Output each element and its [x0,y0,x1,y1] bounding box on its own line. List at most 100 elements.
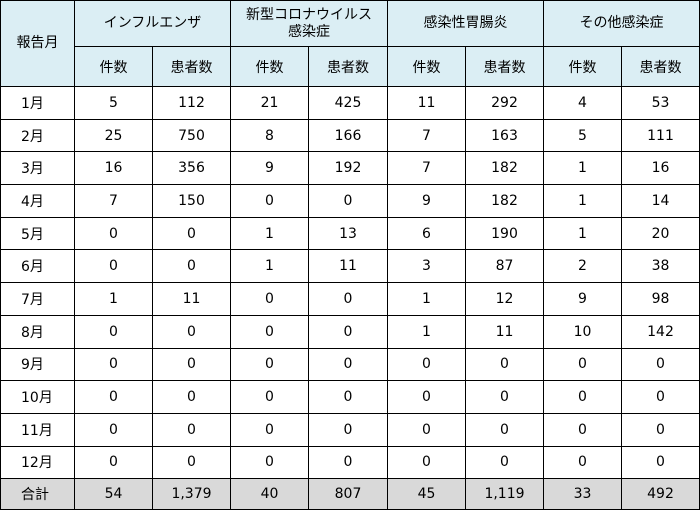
cell: 0 [543,347,622,382]
cell: 6 [387,216,466,251]
cell: 7 [74,184,153,218]
table-body: 1月 5 112 21 425 11 292 4 53 2月 25 750 8 166 7 163 5 111 3月… [0,86,700,511]
cell: 98 [621,282,700,316]
cell: 0 [230,282,309,316]
group-header: 新型コロナウイルス 感染症 [230,0,388,47]
cell: 0 [308,347,388,382]
cell: 0 [74,380,153,414]
cell: 192 [308,151,388,186]
data-row: 1月 5 112 21 425 11 292 4 53 [0,86,700,120]
cell: 0 [152,347,231,382]
cell: 0 [543,380,622,414]
total-cell: 45 [387,478,466,511]
cell: 0 [230,445,309,480]
cell: 5 [74,86,153,120]
cell: 0 [230,314,309,349]
cell: 14 [621,184,700,218]
cell: 112 [152,86,231,120]
data-row: 7月 1 11 0 0 1 12 9 98 [0,282,700,316]
cell: 750 [152,118,231,153]
data-row: 11月 0 0 0 0 0 0 0 0 [0,412,700,447]
cell: 7 [387,118,466,153]
total-row: 合計 54 1,379 40 807 45 1,119 33 492 [0,478,700,511]
total-cell: 807 [308,478,388,511]
subheader-row: 件数 患者数 件数 患者数 件数 患者数 件数 患者数 [1,46,700,87]
group-header: その他感染症 [543,0,700,47]
cell: 1 [387,314,466,349]
cell: 1 [74,282,153,316]
cell: 2 [543,249,622,284]
subheader: 患者数 [621,46,700,87]
cell: 0 [387,347,466,382]
cell: 0 [152,249,231,284]
cell: 11 [465,314,544,349]
data-row: 2月 25 750 8 166 7 163 5 111 [0,118,700,153]
cell: 0 [465,445,544,480]
cell: 111 [621,118,700,153]
month-cell: 9月 [0,347,75,382]
cell: 87 [465,249,544,284]
cell: 1 [543,216,622,251]
cell: 4 [543,86,622,120]
cell: 292 [465,86,544,120]
data-row: 4月 7 150 0 0 9 182 1 14 [0,184,700,218]
cell: 0 [308,184,388,218]
group-header: 感染性胃腸炎 [387,0,544,47]
month-cell: 11月 [0,412,75,447]
month-cell: 2月 [0,118,75,153]
cell: 0 [308,282,388,316]
cell: 0 [74,216,153,251]
data-row: 3月 16 356 9 192 7 182 1 16 [0,151,700,186]
cell: 0 [465,412,544,447]
cell: 0 [74,249,153,284]
data-row: 8月 0 0 0 0 1 11 10 142 [0,314,700,349]
cell: 1 [230,249,309,284]
cell: 0 [387,380,466,414]
cell: 0 [543,412,622,447]
subheader: 件数 [387,46,466,87]
header-row: 報告月 インフルエンザ 新型コロナウイルス 感染症 感染性胃腸炎 その他感染症 [0,0,700,87]
cell: 9 [387,184,466,218]
data-row: 5月 0 0 1 13 6 190 1 20 [0,216,700,251]
subheader: 件数 [543,46,622,87]
cell: 8 [230,118,309,153]
cell: 0 [230,380,309,414]
cell: 12 [465,282,544,316]
cell: 1 [387,282,466,316]
cell: 182 [465,151,544,186]
cell: 0 [308,380,388,414]
data-row: 9月 0 0 0 0 0 0 0 0 [0,347,700,382]
cell: 0 [152,412,231,447]
cell: 425 [308,86,388,120]
cell: 0 [465,380,544,414]
data-row: 12月 0 0 0 0 0 0 0 0 [0,445,700,480]
cell: 10 [543,314,622,349]
cell: 5 [543,118,622,153]
total-label: 合計 [0,478,75,511]
cell: 0 [74,412,153,447]
cell: 0 [308,412,388,447]
cell: 0 [621,380,700,414]
subheader: 件数 [74,46,153,87]
cell: 0 [465,347,544,382]
cell: 0 [308,445,388,480]
cell: 0 [152,314,231,349]
cell: 38 [621,249,700,284]
cell: 0 [621,412,700,447]
cell: 0 [152,380,231,414]
total-cell: 1,379 [152,478,231,511]
total-cell: 492 [621,478,700,511]
cell: 190 [465,216,544,251]
data-row: 6月 0 0 1 11 3 87 2 38 [0,249,700,284]
cell: 163 [465,118,544,153]
data-row: 10月 0 0 0 0 0 0 0 0 [0,380,700,414]
cell: 9 [543,282,622,316]
cell: 11 [308,249,388,284]
cell: 3 [387,249,466,284]
cell: 142 [621,314,700,349]
cell: 182 [465,184,544,218]
cell: 11 [152,282,231,316]
total-cell: 1,119 [465,478,544,511]
